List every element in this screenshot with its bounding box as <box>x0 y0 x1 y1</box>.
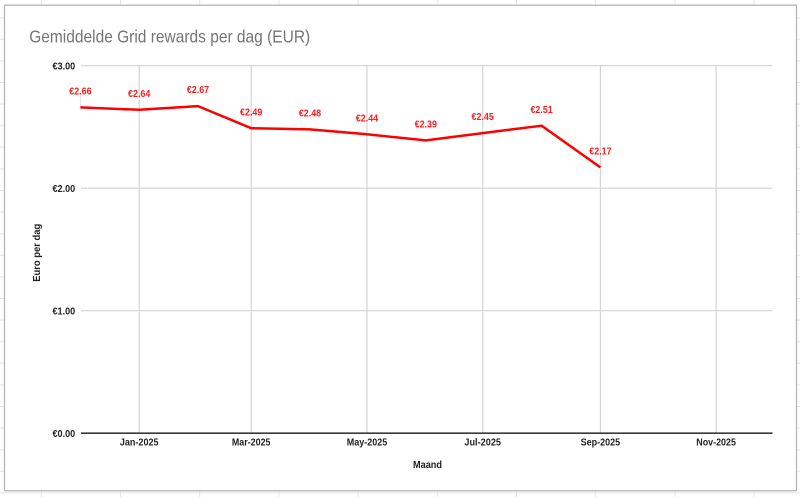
svg-text:€2.51: €2.51 <box>530 105 553 116</box>
svg-text:€2.00: €2.00 <box>53 184 76 195</box>
svg-text:€1.00: €1.00 <box>53 306 76 317</box>
svg-text:€2.45: €2.45 <box>472 112 495 123</box>
svg-text:€2.44: €2.44 <box>356 113 379 124</box>
svg-text:€2.66: €2.66 <box>69 87 92 98</box>
svg-text:€2.67: €2.67 <box>187 85 210 96</box>
svg-text:€2.49: €2.49 <box>240 107 263 118</box>
svg-text:€3.00: €3.00 <box>53 61 76 72</box>
svg-text:€2.17: €2.17 <box>589 147 612 158</box>
svg-text:Mar-2025: Mar-2025 <box>232 437 271 448</box>
svg-text:Jul-2025: Jul-2025 <box>464 437 501 448</box>
svg-text:€0.00: €0.00 <box>53 429 76 440</box>
svg-text:Sep-2025: Sep-2025 <box>581 437 621 448</box>
svg-text:Euro per dag: Euro per dag <box>32 224 43 282</box>
svg-text:Jan-2025: Jan-2025 <box>120 437 159 448</box>
svg-text:Gemiddelde Grid rewards per da: Gemiddelde Grid rewards per dag (EUR) <box>29 26 310 46</box>
svg-text:Maand: Maand <box>413 460 442 471</box>
svg-text:€2.48: €2.48 <box>299 109 322 120</box>
svg-text:€2.64: €2.64 <box>128 89 151 100</box>
svg-text:May-2025: May-2025 <box>347 437 388 448</box>
svg-text:Nov-2025: Nov-2025 <box>696 437 736 448</box>
svg-text:€2.39: €2.39 <box>415 120 438 131</box>
